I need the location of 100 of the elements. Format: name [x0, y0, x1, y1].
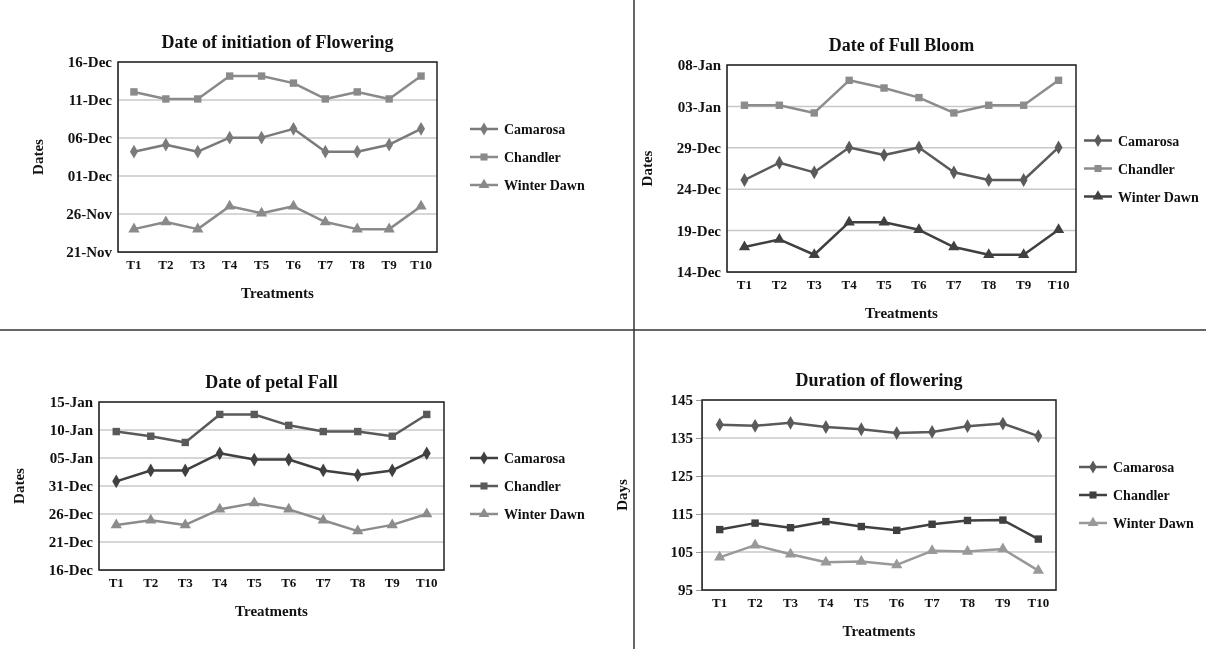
text: 21-Nov	[66, 244, 113, 261]
x-tick-label: T10	[415, 575, 438, 591]
point	[162, 95, 170, 103]
x-tick-label: T5	[253, 257, 270, 273]
point	[928, 520, 936, 528]
x-tick-label: T5	[246, 575, 263, 591]
x-tick-label: T2	[158, 257, 174, 273]
point	[1032, 564, 1044, 574]
point	[820, 555, 832, 566]
point	[421, 507, 433, 518]
legend-label: Chandler	[504, 479, 561, 494]
point	[385, 95, 393, 103]
point	[808, 248, 820, 258]
legend-label: Chandler	[1118, 161, 1175, 177]
point	[352, 524, 364, 535]
point	[319, 215, 331, 226]
point	[415, 199, 427, 210]
point	[1018, 248, 1030, 258]
point	[214, 502, 226, 513]
x-tick-label: T5	[853, 595, 870, 611]
x-tick-label: T8	[349, 257, 366, 273]
y-tick-label: 145	[670, 392, 693, 409]
point	[997, 542, 1009, 553]
chart-title: Date of Full Bloom	[828, 35, 975, 55]
x-tick-label: T8	[959, 595, 976, 611]
point	[194, 95, 202, 103]
point	[878, 215, 890, 226]
point	[714, 550, 726, 561]
text: 03-Jan	[677, 98, 722, 115]
text: 14-Dec	[676, 264, 722, 281]
x-tick-label: T4	[222, 257, 238, 273]
chart-title: Duration of flowering	[795, 370, 963, 390]
text: 21-Dec	[48, 534, 94, 551]
text: 19-Dec	[676, 222, 722, 239]
chart-title: Date of petal Fall	[205, 372, 338, 392]
x-tick-label: T4	[212, 575, 228, 591]
x-tick-label: T9	[1016, 277, 1032, 293]
text: 26-Dec	[48, 506, 94, 523]
point	[160, 215, 172, 226]
point	[224, 199, 236, 210]
x-axis-title: Treatments	[842, 623, 916, 639]
point	[961, 545, 974, 555]
x-tick-label: T3	[806, 277, 823, 293]
point	[913, 223, 925, 234]
point	[784, 547, 797, 558]
point	[351, 222, 363, 233]
legend-label: Winter Dawn	[504, 178, 585, 193]
x-tick-label: T4	[818, 595, 834, 611]
x-tick-label: T5	[876, 277, 893, 293]
point	[353, 88, 361, 96]
y-tick-label: 105	[670, 544, 693, 561]
x-tick-label: T6	[281, 575, 297, 591]
x-tick-label: T6	[285, 257, 302, 273]
legend-label: Chandler	[504, 150, 561, 165]
point	[880, 84, 888, 92]
point	[289, 79, 298, 87]
point	[773, 232, 785, 243]
legend-label: Camarosa	[1113, 460, 1175, 475]
text: 24-Dec	[676, 181, 722, 198]
point	[855, 554, 867, 565]
point	[810, 109, 818, 117]
text: 10-Jan	[49, 422, 94, 439]
point	[257, 72, 266, 80]
y-tick-label: 115	[671, 506, 693, 523]
point	[130, 88, 138, 96]
point	[950, 109, 958, 117]
point	[192, 222, 204, 233]
y-tick-label: 135	[670, 430, 693, 447]
legend-label: Winter Dawn	[1113, 516, 1194, 531]
y-tick-label: 95	[678, 582, 693, 599]
point	[891, 558, 903, 569]
text: 26-Nov	[66, 206, 113, 223]
point	[283, 502, 295, 513]
point	[145, 513, 157, 524]
legend-label: Camarosa	[504, 451, 566, 466]
point	[751, 519, 759, 527]
point	[383, 222, 395, 233]
point	[999, 516, 1007, 524]
point	[225, 72, 234, 80]
y-axis-title: Dates	[639, 150, 655, 187]
x-tick-label: T9	[381, 257, 398, 273]
point	[179, 518, 191, 529]
point	[749, 538, 761, 549]
text: 11-Dec	[68, 92, 113, 109]
chart-title: Date of initiation of Flowering	[161, 32, 394, 52]
point	[822, 517, 830, 526]
x-tick-label: T7	[946, 277, 962, 293]
x-tick-label: T1	[126, 257, 142, 273]
point	[128, 222, 140, 233]
point	[1052, 223, 1065, 234]
x-tick-label: T2	[143, 575, 159, 591]
y-tick-label: 125	[670, 468, 693, 485]
x-tick-label: T3	[782, 595, 799, 611]
legend-label: Chandler	[1113, 488, 1170, 503]
text: 31-Dec	[48, 478, 94, 495]
point	[843, 215, 855, 226]
x-tick-label: T1	[108, 575, 124, 591]
point	[321, 95, 330, 103]
x-axis-title: Treatments	[235, 603, 309, 619]
x-tick-label: T7	[924, 595, 941, 611]
